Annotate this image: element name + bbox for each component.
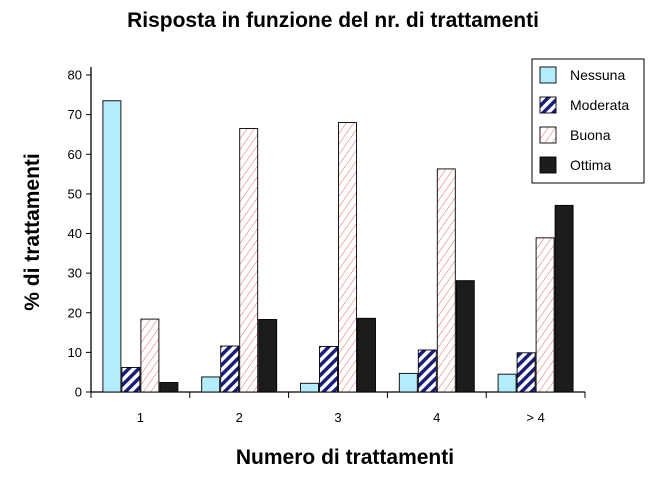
x-tick-label: 3 xyxy=(334,410,341,425)
bar-moderata xyxy=(121,366,141,393)
bar-buona xyxy=(239,128,259,393)
bar-ottima xyxy=(357,317,376,393)
legend-label-moderata: Moderata xyxy=(570,97,629,113)
plot-area: 0 10 20 30 40 50 60 70 80 1 2 3 4 > 4 xyxy=(68,67,586,425)
y-tick-label: 80 xyxy=(68,68,82,83)
legend-swatch-ottima xyxy=(539,156,557,174)
x-tick-label: > 4 xyxy=(526,410,544,425)
y-tick-label: 0 xyxy=(75,385,82,400)
y-tick-label: 40 xyxy=(68,226,82,241)
x-tick-label: 2 xyxy=(236,410,243,425)
bar-nessuna xyxy=(300,382,319,393)
bar-nessuna xyxy=(398,372,418,393)
y-axis-label: % di trattamenti xyxy=(21,153,44,311)
legend-label-nessuna: Nessuna xyxy=(570,67,625,83)
chart-title: Risposta in funzione del nr. di trattame… xyxy=(127,9,539,32)
bar-ottima xyxy=(258,319,278,393)
legend: Nessuna Moderata Buona Ottima xyxy=(531,58,645,184)
y-axis: 0 10 20 30 40 50 60 70 80 xyxy=(68,67,92,400)
bar-ottima xyxy=(554,204,574,393)
bar-buona xyxy=(436,168,456,393)
x-tick-label: 1 xyxy=(137,410,144,425)
legend-swatch-nessuna xyxy=(539,66,557,84)
bar-buona xyxy=(535,237,555,393)
y-tick-label: 70 xyxy=(68,107,82,122)
bar-ottima xyxy=(455,280,475,393)
bar-moderata xyxy=(417,349,437,393)
x-axis: 1 2 3 4 > 4 xyxy=(90,391,586,425)
x-axis-label: Numero di trattamenti xyxy=(236,446,454,469)
y-tick-label: 20 xyxy=(68,305,82,320)
legend-label-buona: Buona xyxy=(570,127,611,143)
y-tick-label: 30 xyxy=(68,266,82,281)
legend-label-ottima: Ottima xyxy=(570,157,611,173)
y-tick-label: 50 xyxy=(68,186,82,201)
bar-buona xyxy=(140,318,160,393)
bar-moderata xyxy=(220,345,240,393)
bars-group xyxy=(102,100,574,393)
y-tick-label: 60 xyxy=(68,147,82,162)
x-tick-label: 4 xyxy=(433,410,440,425)
legend-swatch-moderata xyxy=(539,96,557,114)
bar-moderata xyxy=(319,345,338,393)
y-tick-label: 10 xyxy=(68,345,82,360)
bar-nessuna xyxy=(102,100,122,393)
bar-moderata xyxy=(516,352,536,393)
legend-swatch-buona xyxy=(539,126,557,144)
bar-nessuna xyxy=(497,373,517,393)
bar-buona xyxy=(338,122,357,393)
bar-nessuna xyxy=(201,376,221,393)
bar-ottima xyxy=(159,382,179,393)
